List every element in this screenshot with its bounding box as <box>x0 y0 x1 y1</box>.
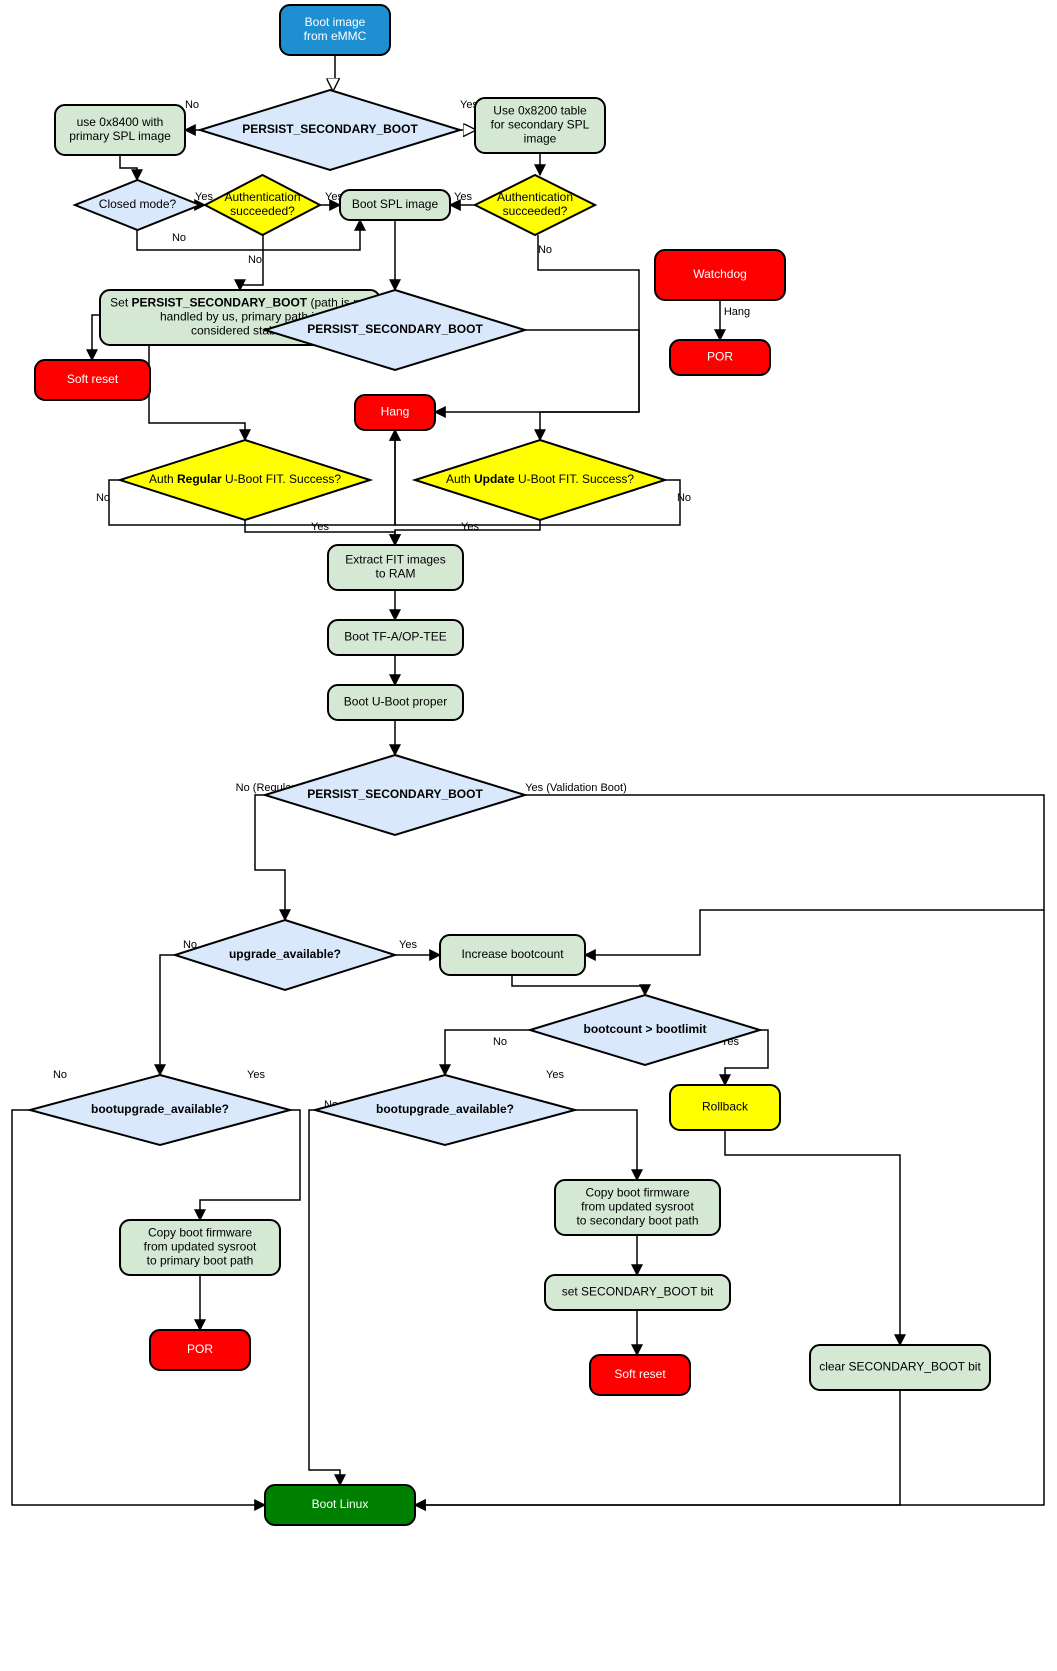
node-copy_r: Copy boot firmwarefrom updated sysrootto… <box>555 1180 720 1235</box>
node-auth_reg: Auth Regular U-Boot FIT. Success? <box>120 440 370 520</box>
node-bootlimit: bootcount > bootlimit <box>530 995 760 1065</box>
edge <box>725 1130 900 1345</box>
edge <box>333 55 335 90</box>
edge <box>255 795 285 920</box>
node-use8200: Use 0x8200 tablefor secondary SPLimage <box>475 98 605 153</box>
node-auth_upd: Auth Update U-Boot FIT. Success? <box>415 440 665 520</box>
node-label: Boot U-Boot proper <box>344 695 447 709</box>
node-label: Boot imagefrom eMMC <box>304 15 367 43</box>
edge-label: No <box>677 492 691 504</box>
node-label: bootupgrade_available? <box>376 1102 514 1116</box>
node-label: PERSIST_SECONDARY_BOOT <box>242 122 418 136</box>
edge-label: Yes <box>546 1069 564 1081</box>
node-label: Rollback <box>702 1100 749 1114</box>
edge-label: Yes <box>399 939 417 951</box>
edge <box>512 975 645 995</box>
node-label: Watchdog <box>693 267 747 281</box>
node-label: Boot Linux <box>312 1497 369 1511</box>
node-label: set SECONDARY_BOOT bit <box>562 1285 714 1299</box>
node-use8400: use 0x8400 withprimary SPL image <box>55 105 185 155</box>
edge-label: No <box>248 254 262 266</box>
node-softreset1: Soft reset <box>35 360 150 400</box>
node-psb3: PERSIST_SECONDARY_BOOT <box>265 755 525 835</box>
node-label: upgrade_available? <box>229 947 341 961</box>
edge-label: No <box>493 1036 507 1048</box>
edge-label: No <box>538 244 552 256</box>
edge-label: Yes <box>247 1069 265 1081</box>
node-label: Authenticationsucceeded? <box>497 190 573 218</box>
node-label: Authenticationsucceeded? <box>224 190 300 218</box>
node-rollback: Rollback <box>670 1085 780 1130</box>
node-label: POR <box>707 350 733 364</box>
node-por2: POR <box>150 1330 250 1370</box>
node-label: PERSIST_SECONDARY_BOOT <box>307 787 483 801</box>
edge-label: No <box>53 1069 67 1081</box>
node-label: Copy boot firmwarefrom updated sysrootto… <box>144 1226 257 1268</box>
edge <box>92 315 100 360</box>
node-label: Auth Update U-Boot FIT. Success? <box>446 472 634 486</box>
node-clearsb: clear SECONDARY_BOOT bit <box>810 1345 990 1390</box>
edge-label: Yes (Validation Boot) <box>525 782 627 794</box>
edge-label: Yes <box>461 521 479 533</box>
edge-label: No <box>172 232 186 244</box>
edge-label: No <box>185 99 199 111</box>
node-setsb: set SECONDARY_BOOT bit <box>545 1275 730 1310</box>
node-psb1: PERSIST_SECONDARY_BOOT <box>200 90 460 170</box>
node-watchdog: Watchdog <box>655 250 785 300</box>
node-hang: Hang <box>355 395 435 430</box>
node-label: Closed mode? <box>99 197 177 211</box>
edge <box>445 1030 530 1075</box>
node-bootspl: Boot SPL image <box>340 190 450 220</box>
node-label: bootupgrade_available? <box>91 1102 229 1116</box>
edge <box>415 910 1044 1505</box>
node-bua_l: bootupgrade_available? <box>30 1075 290 1145</box>
node-boottfa: Boot TF-A/OP-TEE <box>328 620 463 655</box>
node-label: Hang <box>381 405 410 419</box>
node-copy_l: Copy boot firmwarefrom updated sysrootto… <box>120 1220 280 1275</box>
edge <box>415 1390 900 1505</box>
flowchart: NoYesYesNoYesNoYesNoNoYesHangYesNoYesNoN… <box>0 0 1057 1671</box>
node-start: Boot imagefrom eMMC <box>280 5 390 55</box>
node-label: Soft reset <box>614 1367 666 1381</box>
edge-label: Yes <box>454 191 472 203</box>
edge <box>12 1110 265 1505</box>
edge <box>309 1110 340 1485</box>
node-incboot: Increase bootcount <box>440 935 585 975</box>
node-label: PERSIST_SECONDARY_BOOT <box>307 322 483 336</box>
node-bua_r: bootupgrade_available? <box>315 1075 575 1145</box>
node-label: Boot TF-A/OP-TEE <box>344 630 446 644</box>
node-label: Soft reset <box>67 372 119 386</box>
edge <box>525 330 639 440</box>
node-softreset2: Soft reset <box>590 1355 690 1395</box>
edges: NoYesYesNoYesNoYesNoNoYesHangYesNoYesNoN… <box>12 55 1044 1505</box>
node-por1: POR <box>670 340 770 375</box>
node-label: bootcount > bootlimit <box>584 1022 707 1036</box>
node-label: Boot SPL image <box>352 197 439 211</box>
edge-label: Hang <box>724 306 750 318</box>
node-upgrade: upgrade_available? <box>175 920 395 990</box>
edge-label: Yes <box>311 521 329 533</box>
node-bootlinux: Boot Linux <box>265 1485 415 1525</box>
node-label: Auth Regular U-Boot FIT. Success? <box>149 472 341 486</box>
node-label: use 0x8400 withprimary SPL image <box>69 115 171 143</box>
edge <box>160 955 175 1075</box>
node-label: clear SECONDARY_BOOT bit <box>819 1360 981 1374</box>
edge <box>120 155 137 180</box>
node-label: POR <box>187 1342 213 1356</box>
edge <box>525 795 1044 955</box>
node-bootuboot: Boot U-Boot proper <box>328 685 463 720</box>
node-auth_l: Authenticationsucceeded? <box>205 175 320 235</box>
node-extract: Extract FIT imagesto RAM <box>328 545 463 590</box>
node-label: Copy boot firmwarefrom updated sysrootto… <box>576 1186 698 1228</box>
edge <box>149 330 265 440</box>
node-auth_r: Authenticationsucceeded? <box>475 175 595 235</box>
node-closed: Closed mode? <box>75 180 200 230</box>
edge <box>575 1110 637 1180</box>
node-label: Increase bootcount <box>461 947 564 961</box>
edge-label: No <box>96 492 110 504</box>
